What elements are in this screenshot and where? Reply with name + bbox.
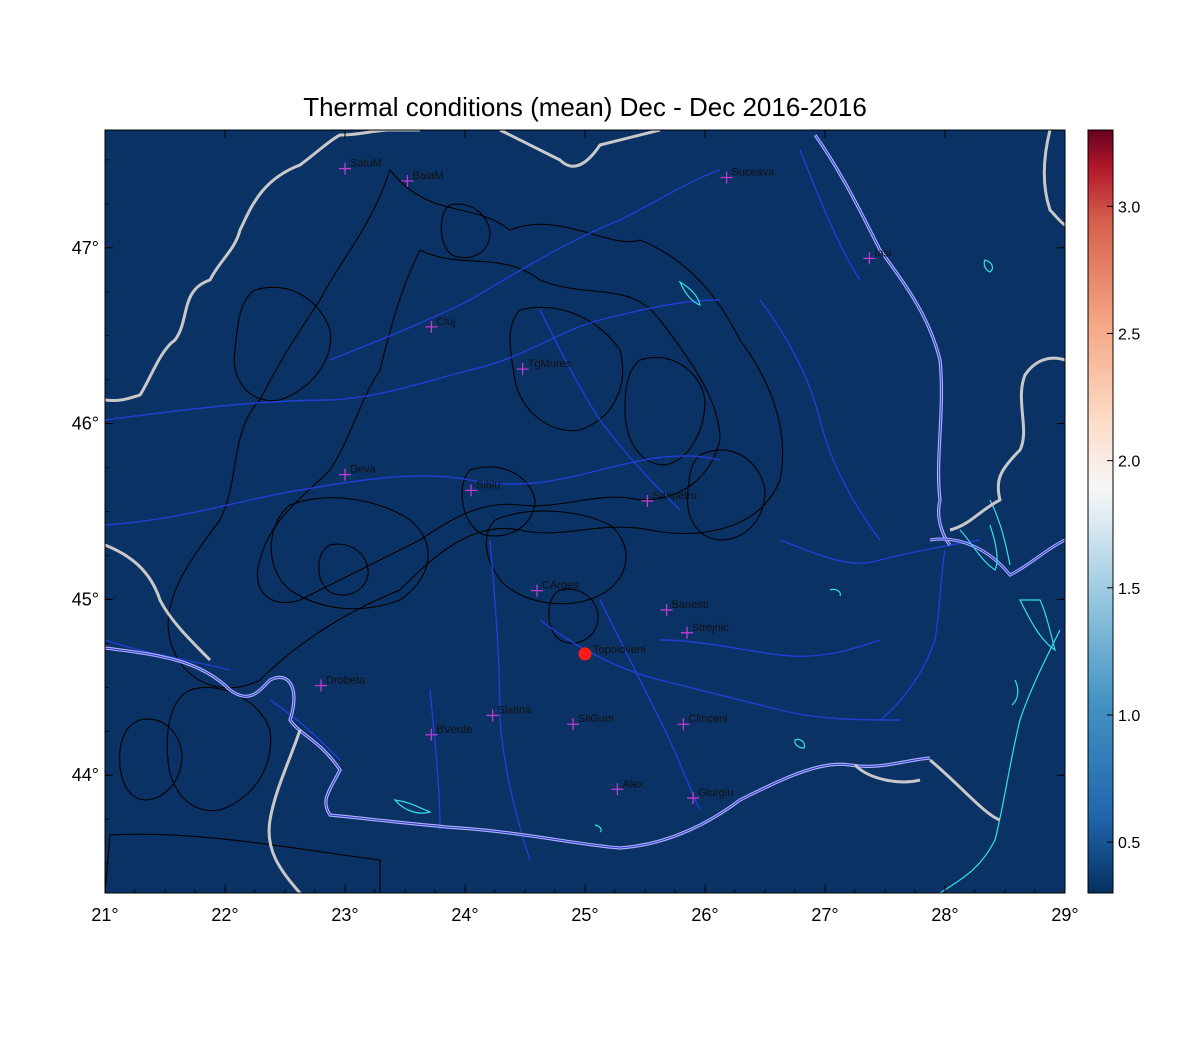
station-label: SilGum xyxy=(578,713,614,725)
station-tgmures: TgMures xyxy=(516,358,572,376)
lat-tick-label: 46° xyxy=(72,414,99,434)
station-label: Iasi xyxy=(874,247,891,259)
station-sibiu: Sibiu xyxy=(465,479,500,497)
colorbar-tick-label: 1.0 xyxy=(1118,708,1140,725)
station-label: Banesti xyxy=(672,599,709,611)
station-marker-icon xyxy=(687,792,699,805)
station-marker-icon xyxy=(567,718,579,731)
station-marker-icon xyxy=(425,728,438,741)
station-label: Deva xyxy=(350,464,377,476)
station-label: Suceava xyxy=(732,166,776,178)
station-strejnic: Strejnic xyxy=(681,622,729,639)
lon-tick-label: 26° xyxy=(691,905,718,925)
station-label: BVerde xyxy=(436,724,472,736)
station-label: Drobeta xyxy=(326,675,366,687)
station-label: SatuM xyxy=(350,158,382,170)
lon-tick-label: 28° xyxy=(931,905,958,925)
axis-ticks: 21° 22° 23° 24° 25° 26° 27° 28° 29° 44° 45° 46° 47° xyxy=(72,130,1079,925)
station-marker-icon xyxy=(486,709,499,722)
station-label: CArges xyxy=(542,580,579,592)
station-cluj: Cluj xyxy=(425,316,455,333)
lon-tick-label: 24° xyxy=(451,905,478,925)
lon-tick-label: 23° xyxy=(331,905,358,925)
station-marker-icon xyxy=(425,320,438,333)
colorbar-tick-label: 2.0 xyxy=(1118,454,1140,471)
station-bverde: BVerde xyxy=(425,724,472,741)
station-marker-icon xyxy=(677,718,690,731)
lon-tick-label: 27° xyxy=(811,905,838,925)
colorbar-ticks: 0.5 1.0 1.5 2.0 2.5 3.0 xyxy=(1107,199,1140,852)
map-panel: SatuM BaiaM Suceava Iasi Cluj TgMures Deva Sibi… xyxy=(72,129,1079,925)
station-label: Sanpetru xyxy=(652,490,697,502)
station-marker-icon xyxy=(660,603,673,616)
station-sanpetru: Sanpetru xyxy=(641,490,697,507)
station-label: Clinceni xyxy=(688,713,727,725)
country-borders xyxy=(105,130,1065,893)
highlight-label: Topoloveni xyxy=(593,644,646,656)
danube-river xyxy=(105,134,1065,850)
station-slatina: Slatina xyxy=(486,704,533,722)
station-alex: Alex xyxy=(611,778,644,796)
station-marker-icon xyxy=(516,363,529,376)
colorbar: 0.5 1.0 1.5 2.0 2.5 3.0 xyxy=(1087,129,1140,894)
station-deva: Deva xyxy=(339,464,377,481)
map-title: Thermal conditions (mean) Dec - Dec 2016… xyxy=(303,92,867,122)
colorbar-tick-label: 3.0 xyxy=(1118,199,1140,216)
station-label: Cluj xyxy=(436,316,455,328)
map-background xyxy=(105,130,1065,893)
lon-tick-label: 29° xyxy=(1051,905,1078,925)
station-suceava: Suceava xyxy=(720,166,776,184)
station-marker-icon xyxy=(339,162,351,175)
elevation-contours xyxy=(105,168,784,893)
station-markers: SatuM BaiaM Suceava Iasi Cluj TgMures Deva Sibi… xyxy=(315,158,892,805)
station-label: Giurgiu xyxy=(698,787,733,799)
highlight-marker-icon xyxy=(578,647,592,661)
station-marker-icon xyxy=(531,584,543,597)
station-marker-icon xyxy=(641,494,654,507)
station-clinceni: Clinceni xyxy=(677,713,728,731)
lon-tick-label: 25° xyxy=(571,905,598,925)
lat-tick-label: 45° xyxy=(72,589,99,609)
colorbar-tick-label: 1.5 xyxy=(1118,581,1140,598)
station-marker-icon xyxy=(611,783,624,796)
station-label: BaiaM xyxy=(412,170,443,182)
station-label: Slatina xyxy=(498,704,533,716)
station-marker-icon xyxy=(681,626,693,639)
highlight-station: Topoloveni xyxy=(578,644,646,661)
station-label: TgMures xyxy=(528,358,572,370)
colorbar-gradient xyxy=(1087,129,1114,894)
lakes-and-coast xyxy=(393,259,1061,893)
station-label: Strejnic xyxy=(692,622,729,634)
colorbar-tick-label: 0.5 xyxy=(1118,835,1140,852)
station-marker-icon xyxy=(339,468,351,481)
station-marker-icon xyxy=(720,171,733,184)
station-label: Alex xyxy=(622,778,644,790)
colorbar-tick-label: 2.5 xyxy=(1118,326,1140,343)
station-satum: SatuM xyxy=(339,158,382,175)
station-iasi: Iasi xyxy=(863,247,892,265)
station-silgum: SilGum xyxy=(567,713,614,731)
lon-tick-label: 22° xyxy=(211,905,238,925)
lat-tick-label: 47° xyxy=(72,238,99,258)
station-marker-icon xyxy=(315,679,327,692)
station-carges: CArges xyxy=(531,580,579,597)
station-drobeta: Drobeta xyxy=(315,675,366,692)
lat-tick-label: 44° xyxy=(72,765,99,785)
station-label: Sibiu xyxy=(476,479,500,491)
station-marker-icon xyxy=(465,484,477,497)
station-banesti: Banesti xyxy=(660,599,709,616)
station-marker-icon xyxy=(401,174,414,187)
lon-tick-label: 21° xyxy=(91,905,118,925)
station-baiam: BaiaM xyxy=(401,170,444,187)
rivers xyxy=(105,149,981,861)
station-giurgiu: Giurgiu xyxy=(687,787,733,805)
station-marker-icon xyxy=(863,252,876,265)
